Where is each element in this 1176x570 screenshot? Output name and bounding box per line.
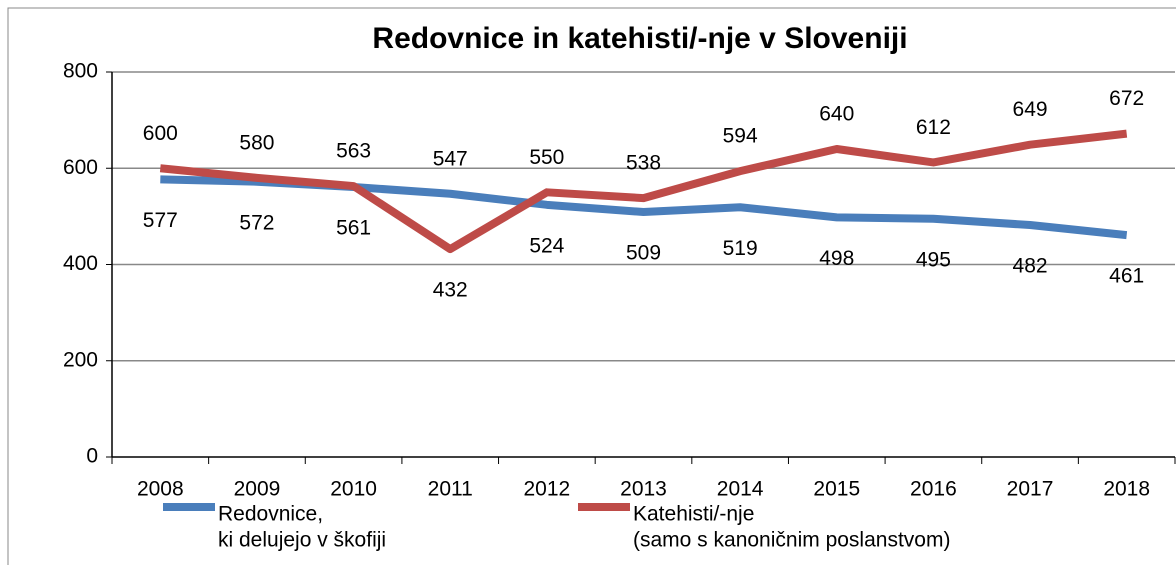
data-label: 519 (723, 237, 758, 260)
data-label: 524 (529, 234, 564, 257)
x-tick-label: 2018 (1103, 478, 1150, 501)
data-label: 538 (626, 152, 661, 175)
data-label: 577 (143, 209, 178, 232)
y-tick-label: 0 (86, 445, 98, 468)
data-label: 572 (239, 211, 274, 234)
chart-frame (7, 7, 1176, 570)
x-tick-label: 2015 (813, 478, 860, 501)
data-label: 594 (723, 125, 758, 148)
x-tick-label: 2014 (717, 478, 764, 501)
legend-label: (samo s kanoničnim poslanstvom) (633, 529, 950, 552)
x-tick-label: 2013 (620, 478, 667, 501)
chart-title: Redovnice in katehisti/-nje v Sloveniji (372, 22, 907, 55)
data-label: 432 (433, 279, 468, 302)
data-label: 461 (1109, 265, 1144, 288)
x-tick-label: 2017 (1007, 478, 1054, 501)
x-tick-label: 2010 (330, 478, 377, 501)
legend-label: ki delujejo v škofiji (218, 529, 386, 552)
data-label: 640 (819, 103, 854, 126)
y-tick-label: 200 (63, 348, 98, 371)
data-label: 550 (529, 146, 564, 169)
x-tick-label: 2012 (524, 478, 571, 501)
data-label: 580 (239, 131, 274, 154)
data-label: 649 (1013, 98, 1048, 121)
data-label: 509 (626, 242, 661, 265)
data-label: 547 (433, 147, 468, 170)
data-label: 612 (916, 116, 951, 139)
data-label: 672 (1109, 87, 1144, 110)
y-tick-label: 800 (63, 60, 98, 83)
legend-label: Redovnice, (218, 503, 323, 526)
x-tick-label: 2008 (137, 478, 184, 501)
data-label: 495 (916, 248, 951, 271)
legend-label: Katehisti/-nje (633, 503, 754, 526)
data-label: 600 (143, 122, 178, 145)
y-tick-label: 600 (63, 156, 98, 179)
data-label: 482 (1013, 255, 1048, 278)
data-label: 498 (819, 247, 854, 270)
data-label: 563 (336, 140, 371, 163)
x-tick-label: 2016 (910, 478, 957, 501)
x-tick-label: 2011 (428, 478, 473, 501)
series-line (159, 129, 1128, 254)
data-label: 561 (336, 217, 371, 240)
y-tick-label: 400 (63, 252, 98, 275)
x-tick-label: 2009 (234, 478, 281, 501)
